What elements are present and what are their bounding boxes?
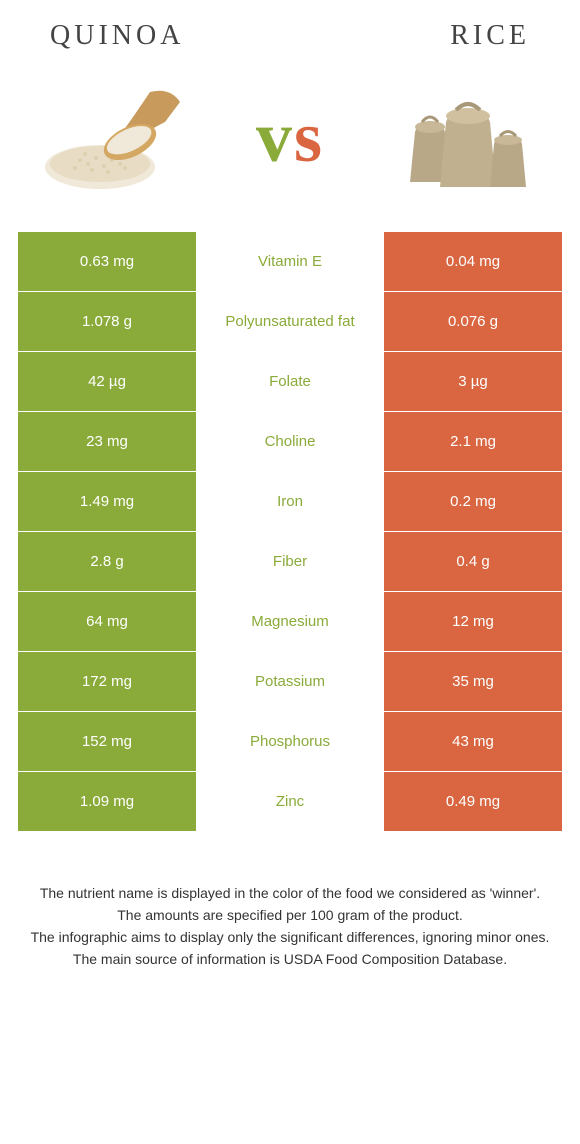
table-row: 152 mgPhosphorus43 mg	[18, 712, 562, 772]
footer-line-3: The infographic aims to display only the…	[20, 927, 560, 948]
right-value-cell: 0.076 g	[384, 292, 562, 351]
left-value-cell: 2.8 g	[18, 532, 196, 591]
left-value-cell: 152 mg	[18, 712, 196, 771]
nutrient-label-cell: Fiber	[196, 532, 384, 591]
left-value-cell: 1.078 g	[18, 292, 196, 351]
table-row: 64 mgMagnesium12 mg	[18, 592, 562, 652]
nutrient-label-cell: Choline	[196, 412, 384, 471]
right-value-cell: 35 mg	[384, 652, 562, 711]
right-value-cell: 0.2 mg	[384, 472, 562, 531]
right-value-cell: 0.4 g	[384, 532, 562, 591]
nutrient-label-cell: Phosphorus	[196, 712, 384, 771]
left-value-cell: 0.63 mg	[18, 232, 196, 291]
left-food-title: Quinoa	[50, 20, 184, 52]
left-value-cell: 42 µg	[18, 352, 196, 411]
table-row: 0.63 mgVitamin E0.04 mg	[18, 232, 562, 292]
table-row: 1.09 mgZinc0.49 mg	[18, 772, 562, 832]
left-value-cell: 172 mg	[18, 652, 196, 711]
header-row: Quinoa Rice	[0, 0, 580, 62]
nutrient-label-cell: Vitamin E	[196, 232, 384, 291]
table-row: 172 mgPotassium35 mg	[18, 652, 562, 712]
footer-line-4: The main source of information is USDA F…	[20, 949, 560, 970]
rice-image	[380, 72, 550, 202]
left-value-cell: 1.49 mg	[18, 472, 196, 531]
footer-notes: The nutrient name is displayed in the co…	[0, 832, 580, 991]
table-row: 1.078 gPolyunsaturated fat0.076 g	[18, 292, 562, 352]
quinoa-image	[30, 72, 200, 202]
nutrient-label-cell: Zinc	[196, 772, 384, 831]
table-row: 42 µgFolate3 µg	[18, 352, 562, 412]
right-food-title: Rice	[450, 20, 530, 52]
images-row: vs	[0, 62, 580, 232]
nutrient-label-cell: Potassium	[196, 652, 384, 711]
right-value-cell: 0.49 mg	[384, 772, 562, 831]
left-value-cell: 23 mg	[18, 412, 196, 471]
table-row: 2.8 gFiber0.4 g	[18, 532, 562, 592]
right-value-cell: 3 µg	[384, 352, 562, 411]
vs-s-letter: s	[294, 97, 324, 177]
left-value-cell: 1.09 mg	[18, 772, 196, 831]
table-row: 23 mgCholine2.1 mg	[18, 412, 562, 472]
nutrient-table: 0.63 mgVitamin E0.04 mg1.078 gPolyunsatu…	[18, 232, 562, 832]
right-value-cell: 2.1 mg	[384, 412, 562, 471]
nutrient-label-cell: Iron	[196, 472, 384, 531]
left-value-cell: 64 mg	[18, 592, 196, 651]
right-value-cell: 0.04 mg	[384, 232, 562, 291]
nutrient-label-cell: Polyunsaturated fat	[196, 292, 384, 351]
table-row: 1.49 mgIron0.2 mg	[18, 472, 562, 532]
nutrient-label-cell: Magnesium	[196, 592, 384, 651]
nutrient-label-cell: Folate	[196, 352, 384, 411]
comparison-infographic: Quinoa Rice vs	[0, 0, 580, 991]
footer-line-2: The amounts are specified per 100 gram o…	[20, 905, 560, 926]
right-value-cell: 12 mg	[384, 592, 562, 651]
vs-v-letter: v	[256, 97, 294, 177]
footer-line-1: The nutrient name is displayed in the co…	[20, 883, 560, 904]
right-value-cell: 43 mg	[384, 712, 562, 771]
vs-label: vs	[256, 96, 324, 179]
